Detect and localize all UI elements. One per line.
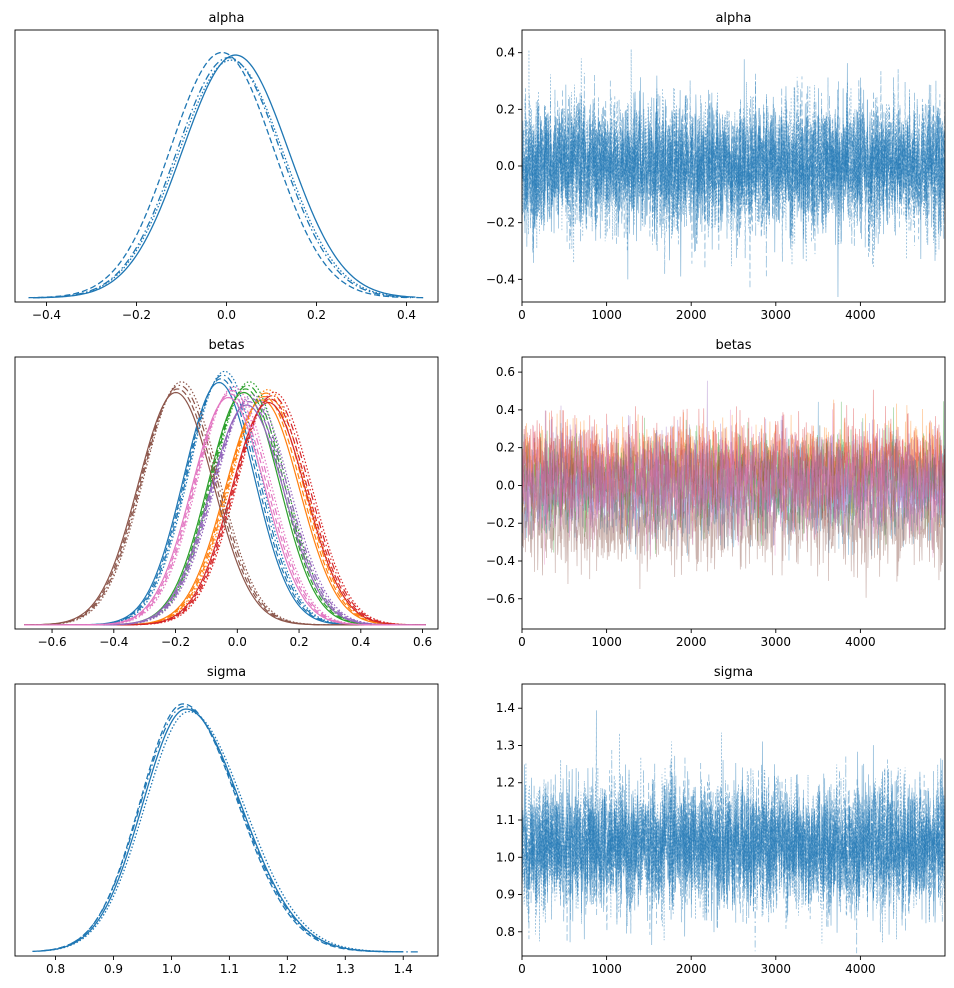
y-tick-label: 0.4 [496,403,515,417]
y-tick-label: 0.4 [496,46,515,60]
density-line-chain-1 [28,51,412,299]
x-tick-label: 0.2 [290,635,309,649]
x-tick-label: −0.4 [99,635,128,649]
density-line-chain-1 [32,703,398,953]
x-tick-label: 0.2 [307,308,326,322]
panel-title: sigma [714,665,753,680]
trace-line-betas-1 [522,399,945,536]
trace-line-betas-4 [522,380,945,547]
density-line-chain-2 [43,705,421,953]
density-line-betas-6-chain-3 [24,386,426,626]
trace-line-alpha-chain-3 [522,49,945,268]
y-tick-label: 1.3 [496,738,515,752]
y-tick-label: −0.4 [486,554,515,568]
y-tick-label: 0.2 [496,441,515,455]
x-tick-label: 1.0 [162,962,181,976]
x-tick-label: 1000 [591,308,622,322]
x-tick-label: 2000 [676,962,707,976]
y-tick-label: 0.2 [496,102,515,116]
y-tick-label: −0.2 [486,216,515,230]
y-tick-label: −0.4 [486,272,515,286]
panel-5: sigma 0.8 0.9 1.0 1.1 1.2 1.3 1.4 [14,665,439,976]
x-tick-label: 0.0 [217,308,236,322]
y-tick-label: 1.1 [496,813,515,827]
trace-line-sigma-chain-3 [522,732,945,944]
x-tick-label: 0.4 [351,635,370,649]
panel-title: betas [715,338,751,353]
trace-line-betas-6 [522,409,945,565]
x-tick-label: 3000 [761,962,792,976]
x-tick-label: 3000 [761,308,792,322]
x-tick-label: −0.2 [161,635,190,649]
x-tick-label: 0 [518,635,526,649]
x-tick-label: 1.4 [394,962,413,976]
panel-2: alpha 0 1000 2000 3000 4000 −0.4 −0.2 0.0 0.2 0.4 [486,11,946,322]
x-tick-label: 1.3 [336,962,355,976]
trace-line-betas-0 [522,401,945,561]
x-tick-label: −0.6 [37,635,66,649]
panel-4: betas 0 1000 2000 3000 4000 −0.6 −0.4 −0.2 0.0 0.2… [486,338,946,649]
y-tick-label: 0.0 [496,478,515,492]
x-tick-label: −0.4 [32,308,61,322]
axes-frame [521,356,946,630]
x-tick-label: 0.6 [413,635,432,649]
y-tick-label: 0.6 [496,365,515,379]
y-tick-label: 1.4 [496,701,515,715]
x-tick-label: 0.4 [397,308,416,322]
panel-title: betas [208,338,244,353]
x-tick-label: 2000 [676,635,707,649]
axes-frame [14,356,439,630]
x-tick-label: 3000 [761,635,792,649]
axes-frame [14,683,439,957]
y-tick-label: 0.9 [496,888,515,902]
x-tick-label: 1.2 [278,962,297,976]
x-tick-label: −0.2 [122,308,151,322]
y-tick-label: −0.6 [486,592,515,606]
density-line-chain-3 [49,710,392,953]
x-tick-label: 0 [518,962,526,976]
y-tick-label: 0.8 [496,925,515,939]
density-line-chain-3 [37,59,407,299]
x-tick-label: 4000 [845,635,876,649]
density-line-betas-2-chain-2 [24,384,426,626]
x-tick-label: 1.1 [220,962,239,976]
x-tick-label: 1000 [591,962,622,976]
panel-title: alpha [208,11,244,26]
y-tick-label: 1.0 [496,850,515,864]
plot-area [28,51,425,299]
plot-area [522,380,945,598]
plot-area [24,370,426,626]
plot-area [522,710,945,954]
density-line-chain-0 [32,54,416,299]
y-tick-label: −0.2 [486,516,515,530]
trace-line-betas-2 [522,401,945,554]
x-tick-label: 0.9 [104,962,123,976]
plot-area [32,703,421,953]
panel-1: alpha −0.4 −0.2 0.0 0.2 0.4 [14,11,439,322]
x-tick-label: 0.0 [228,635,247,649]
density-line-betas-3-chain-2 [24,395,426,626]
plot-area [522,49,945,298]
panel-3: betas −0.6 −0.4 −0.2 0.0 0.2 0.4 0.6 [14,338,439,649]
density-line-chain-2 [32,56,425,299]
trace-line-betas-3 [522,389,945,536]
x-tick-label: 4000 [845,962,876,976]
density-line-betas-5-chain-3 [24,381,426,626]
y-tick-label: 1.2 [496,776,515,790]
panel-title: sigma [207,665,246,680]
y-tick-label: 0.0 [496,159,515,173]
x-tick-label: 2000 [676,308,707,322]
panel-6: sigma 0 1000 2000 3000 4000 0.8 0.9 1.0 1.1 1.2 1.3… [496,665,946,976]
x-tick-label: 4000 [845,308,876,322]
x-tick-label: 0.8 [46,962,65,976]
panel-title: alpha [715,11,751,26]
x-tick-label: 1000 [591,635,622,649]
density-line-betas-0-chain-2 [24,374,426,626]
density-line-betas-4-chain-2 [24,397,426,626]
trace-line-betas-5 [522,451,945,598]
x-tick-label: 0 [518,308,526,322]
